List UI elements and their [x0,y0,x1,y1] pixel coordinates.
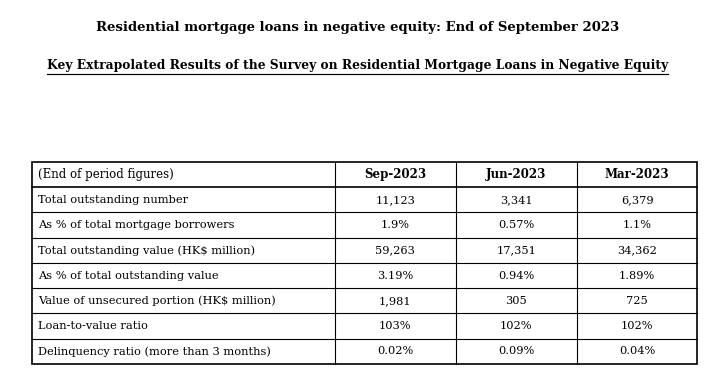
Text: 1.89%: 1.89% [619,271,656,280]
Text: 34,362: 34,362 [617,245,657,255]
Text: 1.9%: 1.9% [381,220,410,230]
Text: 725: 725 [626,296,649,306]
Bar [32,162,697,364]
Text: Total outstanding number: Total outstanding number [38,195,188,205]
Text: As % of total mortgage borrowers: As % of total mortgage borrowers [38,220,235,230]
Text: 59,263: 59,263 [375,245,415,255]
Text: 0.02%: 0.02% [377,346,413,356]
Text: Delinquency ratio (more than 3 months): Delinquency ratio (more than 3 months) [38,346,271,357]
Text: As % of total outstanding value: As % of total outstanding value [38,271,219,280]
Text: 3.19%: 3.19% [377,271,413,280]
Text: Jun-2023: Jun-2023 [486,168,546,181]
Text: 0.09%: 0.09% [498,346,534,356]
Text: 1,981: 1,981 [379,296,412,306]
Text: 305: 305 [506,296,527,306]
Text: 0.04%: 0.04% [619,346,656,356]
Text: 1.1%: 1.1% [623,220,652,230]
Text: (End of period figures): (End of period figures) [38,168,174,181]
Text: 102%: 102% [500,321,533,331]
Text: 103%: 103% [379,321,412,331]
Text: Residential mortgage loans in negative equity: End of September 2023: Residential mortgage loans in negative e… [96,21,619,34]
Text: 17,351: 17,351 [496,245,536,255]
Text: 0.94%: 0.94% [498,271,534,280]
Text: 0.57%: 0.57% [498,220,534,230]
Text: Key Extrapolated Results of the Survey on Residential Mortgage Loans in Negative: Key Extrapolated Results of the Survey o… [47,59,668,72]
Text: Value of unsecured portion (HK$ million): Value of unsecured portion (HK$ million) [38,296,276,306]
Text: 6,379: 6,379 [621,195,654,205]
Text: Total outstanding value (HK$ million): Total outstanding value (HK$ million) [38,245,255,256]
Text: 3,341: 3,341 [500,195,533,205]
Text: Sep-2023: Sep-2023 [364,168,426,181]
Text: Loan-to-value ratio: Loan-to-value ratio [38,321,148,331]
Text: Mar-2023: Mar-2023 [605,168,669,181]
Text: 11,123: 11,123 [375,195,415,205]
Text: 102%: 102% [621,321,654,331]
